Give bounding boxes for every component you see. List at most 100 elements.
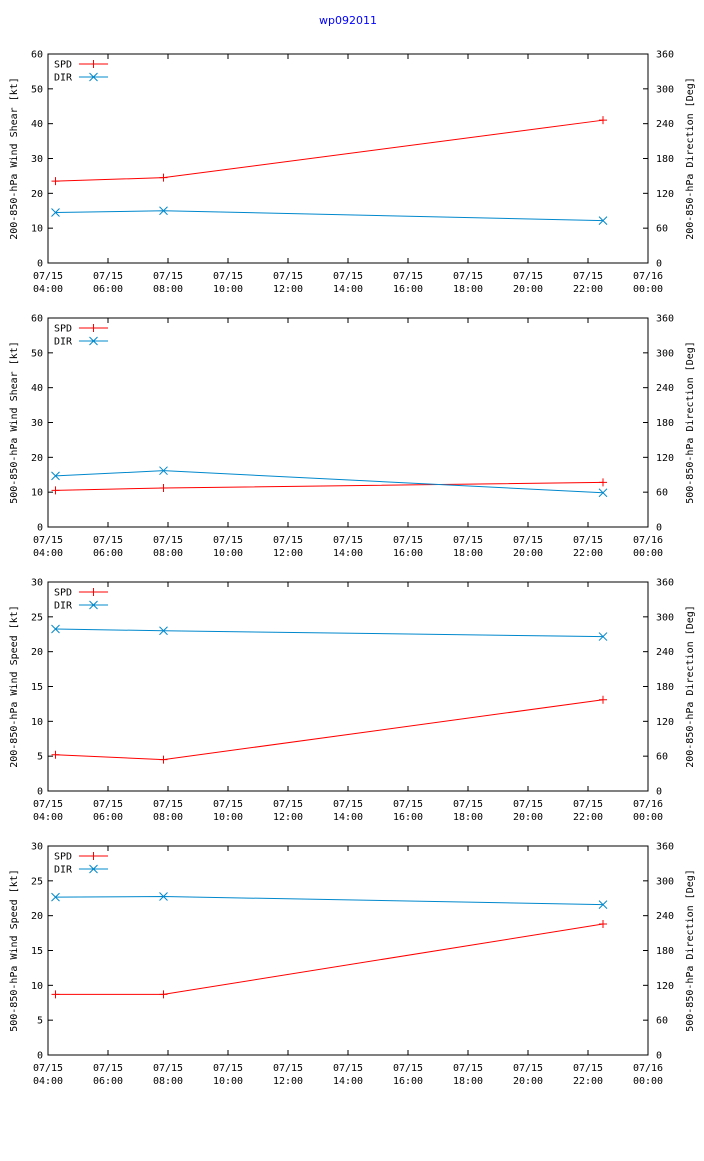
panel-2-dir-point xyxy=(51,471,60,481)
panel-2-y2-tick-label: 240 xyxy=(656,383,674,394)
panel-3-x-tick-label-date: 07/15 xyxy=(153,799,183,810)
panel-3-y-tick-label: 30 xyxy=(31,578,43,589)
panel-3-x-tick-label-date: 07/15 xyxy=(453,799,483,810)
panel-1-x-tick-label-date: 07/15 xyxy=(33,271,63,282)
panel-3-y2-axis-label: 200-850-hPa Direction [Deg] xyxy=(685,605,696,768)
panel-3-x-tick-label-time: 04:00 xyxy=(33,812,63,823)
panel-3-y-axis-label: 200-850-hPa Wind Speed [kt] xyxy=(9,605,20,768)
panel-1-y-tick-label: 0 xyxy=(37,259,43,270)
panel-2-y2-tick-label: 60 xyxy=(656,488,668,499)
panel-3-y2-tick-label: 180 xyxy=(656,682,674,693)
panel-3-spd-point xyxy=(159,755,168,764)
panel-1-x-tick-label-time: 10:00 xyxy=(213,284,243,295)
panel-3-x-tick-label-time: 16:00 xyxy=(393,812,423,823)
panel-2-dir-line xyxy=(55,470,604,494)
panel-4-x-tick-label-date: 07/15 xyxy=(273,1063,303,1074)
panel-4-y2-tick-label: 180 xyxy=(656,946,674,957)
panel-2-y-tick-label: 30 xyxy=(31,418,43,429)
panel-3-x-tick-label-time: 18:00 xyxy=(453,812,483,823)
panel-1-spd-point xyxy=(599,116,607,125)
panel-3-x-tick-label-date: 07/15 xyxy=(333,799,363,810)
panel-3-y-tick-label: 20 xyxy=(31,647,43,658)
panel-2-legend-dir-label: DIR xyxy=(54,337,73,348)
panel-4-x-tick-label-time: 18:00 xyxy=(453,1076,483,1087)
panel-2-x-tick-label-time: 10:00 xyxy=(213,548,243,559)
panel-2-spd-point xyxy=(159,483,168,492)
panel-1-x-tick-label-time: 16:00 xyxy=(393,284,423,295)
panel-1-x-tick-label-time: 04:00 xyxy=(33,284,63,295)
panel-1-dir-point xyxy=(51,208,60,217)
panel-1-x-tick-label-time: 18:00 xyxy=(453,284,483,295)
panel-2-x-tick-label-date: 07/15 xyxy=(153,535,183,546)
panel-2-y2-tick-label: 360 xyxy=(656,314,674,325)
panel-2-y2-tick-label: 180 xyxy=(656,418,674,429)
panel-1-y-tick-label: 30 xyxy=(31,154,43,165)
panel-4-dir-point xyxy=(51,892,60,902)
panel-2-y2-tick-label: 0 xyxy=(656,523,662,534)
panel-3-x-tick-label-time: 00:00 xyxy=(633,812,663,823)
panel-1-x-tick-label-date: 07/15 xyxy=(453,271,483,282)
panel-2-y-tick-label: 10 xyxy=(31,488,43,499)
panel-2-spd-point xyxy=(599,478,607,487)
panel-2-y-tick-label: 50 xyxy=(31,348,43,359)
panel-3-x-tick-label-date: 07/15 xyxy=(393,799,423,810)
panel-2-x-tick-label-date: 07/15 xyxy=(33,535,63,546)
panel-2-y-tick-label: 40 xyxy=(31,383,43,394)
panel-2-x-tick-label-time: 08:00 xyxy=(153,548,183,559)
panel-4-y-tick-label: 5 xyxy=(37,1016,43,1027)
panel-4-plot-frame xyxy=(47,845,649,1056)
panel-2-spd-point xyxy=(51,486,60,495)
panel-2-y2-axis-label: 500-850-hPa Direction [Deg] xyxy=(685,341,696,504)
panel-4-y2-axis-label: 500-850-hPa Direction [Deg] xyxy=(685,869,696,1032)
panel-1-x-tick-label-time: 08:00 xyxy=(153,284,183,295)
panel-3-y-tick-label: 0 xyxy=(37,787,43,798)
panel-4-y2-tick-label: 360 xyxy=(656,842,674,853)
panel-3-x-tick-label-date: 07/15 xyxy=(273,799,303,810)
panel-4-legend-spd-marker xyxy=(89,852,98,860)
panel-1-plot-frame xyxy=(47,53,649,264)
panel-2-plot-frame xyxy=(47,317,649,528)
panel-1-x-tick-label-time: 22:00 xyxy=(573,284,603,295)
panel-4-y-axis-label: 500-850-hPa Wind Speed [kt] xyxy=(9,869,20,1032)
panel-4-spd-point xyxy=(159,990,168,999)
panel-3-spd-line xyxy=(55,699,604,761)
panel-1-x-tick-label-date: 07/15 xyxy=(333,271,363,282)
panel-2-y-tick-label: 0 xyxy=(37,523,43,534)
panel-3-x-tick-label-date: 07/15 xyxy=(33,799,63,810)
panel-4-dir-point xyxy=(159,892,168,901)
panel-2-y-axis-label: 500-850-hPa Wind Shear [kt] xyxy=(9,341,20,504)
panel-1-x-tick-label-time: 14:00 xyxy=(333,284,363,295)
panel-4-x-tick-label-date: 07/15 xyxy=(93,1063,123,1074)
panel-3-dir-point xyxy=(598,632,608,641)
panel-4-spd-point xyxy=(51,990,60,999)
panel-2-x-tick-label-date: 07/15 xyxy=(393,535,423,546)
panel-3-x-tick-label-time: 20:00 xyxy=(513,812,543,823)
panel-4-x-tick-label-date: 07/15 xyxy=(213,1063,243,1074)
panel-4-legend-dir-marker xyxy=(89,864,98,874)
panel-1-y2-axis-label: 200-850-hPa Direction [Deg] xyxy=(685,77,696,240)
panel-1-legend-spd-label: SPD xyxy=(54,60,72,71)
panel-1-y-tick-label: 40 xyxy=(31,119,43,130)
panel-3-spd-point xyxy=(599,695,607,704)
panel-2-x-tick-label-time: 18:00 xyxy=(453,548,483,559)
panel-2-x-tick-label-date: 07/15 xyxy=(513,535,543,546)
panel-3-y2-tick-label: 60 xyxy=(656,752,668,763)
panel-4-x-tick-label-time: 04:00 xyxy=(33,1076,63,1087)
panel-3-x-tick-label-date: 07/15 xyxy=(213,799,243,810)
panel-2-y2-tick-label: 120 xyxy=(656,453,674,464)
panel-1-x-tick-label-date: 07/15 xyxy=(213,271,243,282)
panel-3-y-tick-label: 5 xyxy=(37,752,43,763)
panel-2-x-tick-label-date: 07/15 xyxy=(333,535,363,546)
panel-4-y-tick-label: 10 xyxy=(31,981,43,992)
panel-1-y2-tick-label: 360 xyxy=(656,50,674,61)
panel-2-x-tick-label-date: 07/15 xyxy=(573,535,603,546)
panel-4-legend-dir-label: DIR xyxy=(54,865,73,876)
panel-2-x-tick-label-date: 07/15 xyxy=(213,535,243,546)
panel-1-y2-tick-label: 0 xyxy=(656,259,662,270)
panel-3-dir-point xyxy=(159,626,168,636)
panel-4-x-tick-label-time: 06:00 xyxy=(93,1076,123,1087)
panel-4-y2-tick-label: 300 xyxy=(656,876,674,887)
panel-1-y2-tick-label: 300 xyxy=(656,84,674,95)
panel-2-y2-tick-label: 300 xyxy=(656,348,674,359)
